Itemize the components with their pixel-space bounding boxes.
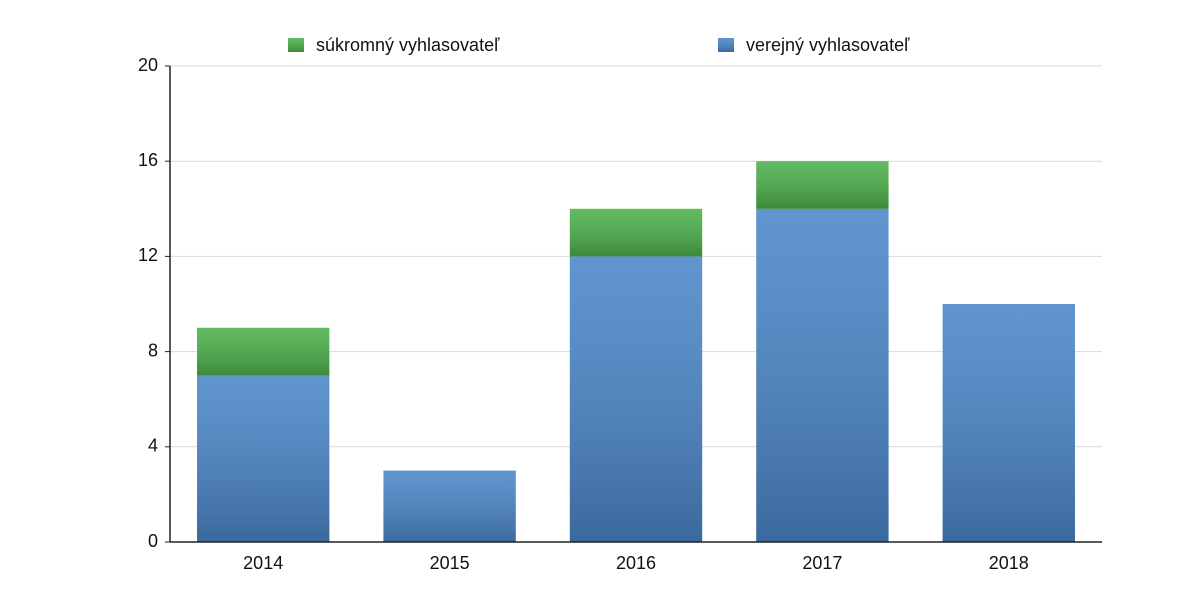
bar-shade	[569, 208, 703, 257]
bar-shade	[383, 470, 516, 542]
y-tick-label: 0	[148, 531, 158, 551]
bar-shade	[197, 375, 330, 542]
x-tick-label: 2016	[616, 553, 656, 573]
x-tick-label: 2017	[802, 553, 842, 573]
bar-shade	[756, 161, 889, 209]
y-tick-label: 4	[148, 436, 158, 456]
y-tick-label: 16	[138, 150, 158, 170]
bar-shade	[569, 256, 703, 542]
x-tick-label: 2014	[243, 553, 283, 573]
legend-label: verejný vyhlasovateľ	[746, 35, 910, 55]
bar-shade	[197, 327, 330, 376]
x-tick-label: 2018	[989, 553, 1029, 573]
y-tick-label: 8	[148, 340, 158, 360]
y-tick-label: 20	[138, 55, 158, 75]
x-tick-label: 2015	[430, 553, 470, 573]
legend-label: súkromný vyhlasovateľ	[316, 35, 500, 55]
legend-swatch-shade	[718, 38, 734, 52]
bar-shade	[756, 208, 889, 543]
bar-shade	[942, 304, 1075, 542]
legend-swatch-shade	[288, 38, 304, 52]
y-tick-label: 12	[138, 245, 158, 265]
